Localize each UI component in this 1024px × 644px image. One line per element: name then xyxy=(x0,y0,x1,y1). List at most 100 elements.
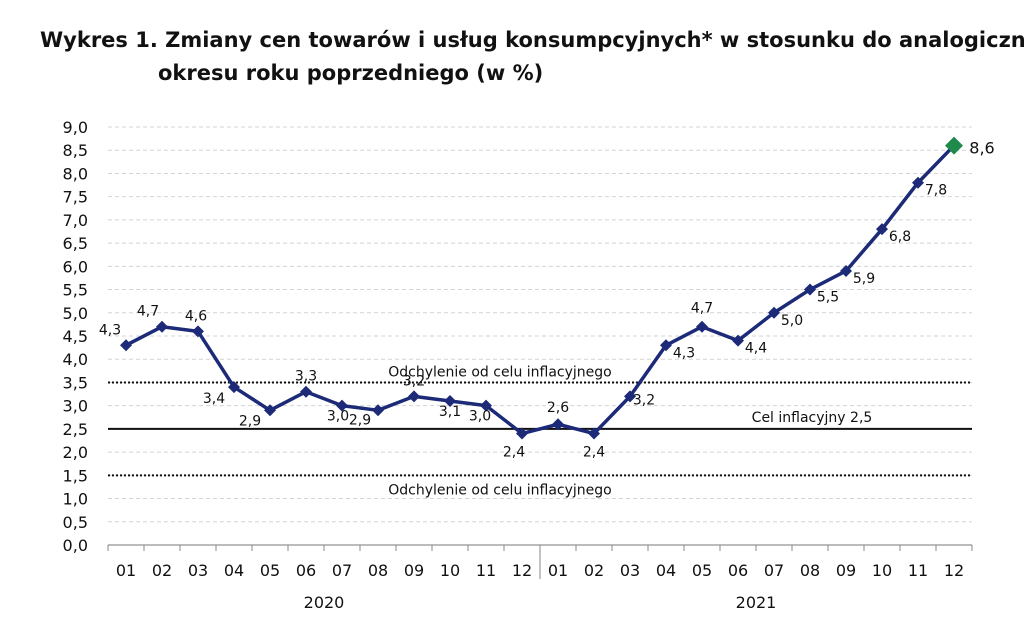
x-tick-label: 02 xyxy=(152,561,172,580)
x-tick-label: 10 xyxy=(440,561,460,580)
y-tick-label: 9,0 xyxy=(63,118,88,137)
data-label: 2,6 xyxy=(547,400,569,416)
y-tick-label: 6,0 xyxy=(63,257,88,276)
x-tick-label: 07 xyxy=(332,561,352,580)
data-point-marker xyxy=(840,264,852,277)
y-tick-label: 5,0 xyxy=(63,304,88,323)
data-point-marker xyxy=(372,404,384,417)
data-label: 4,6 xyxy=(185,308,207,324)
data-label: 4,3 xyxy=(99,322,121,338)
data-point-marker xyxy=(156,320,168,333)
x-tick-label: 06 xyxy=(728,561,748,580)
x-tick-label: 05 xyxy=(692,561,712,580)
x-tick-label: 12 xyxy=(944,561,964,580)
data-point-marker xyxy=(588,427,600,440)
data-point-marker xyxy=(696,320,708,333)
data-point-marker xyxy=(300,385,312,398)
y-tick-label: 4,5 xyxy=(63,327,88,346)
data-point-marker xyxy=(552,418,564,431)
y-tick-label: 8,5 xyxy=(63,141,88,160)
x-tick-label: 09 xyxy=(836,561,856,580)
data-label: 3,2 xyxy=(403,373,425,389)
data-label: 2,9 xyxy=(239,413,261,429)
x-tick-label: 07 xyxy=(764,561,784,580)
data-point-marker xyxy=(804,283,816,296)
y-tick-label: 7,0 xyxy=(63,211,88,230)
y-tick-label: 1,0 xyxy=(63,490,88,509)
data-label: 2,4 xyxy=(503,445,525,461)
data-label: 4,4 xyxy=(745,341,767,357)
x-tick-label: 06 xyxy=(296,561,316,580)
data-point-marker xyxy=(768,306,780,319)
data-point-marker xyxy=(912,176,924,189)
data-label: 5,0 xyxy=(781,313,803,329)
data-point-marker xyxy=(444,395,456,408)
data-label: 5,5 xyxy=(817,290,839,306)
x-tick-label: 03 xyxy=(620,561,640,580)
data-point-marker xyxy=(408,390,420,403)
year-label: 2020 xyxy=(304,593,345,612)
data-point-marker xyxy=(264,404,276,417)
y-tick-label: 8,0 xyxy=(63,164,88,183)
data-label: 4,3 xyxy=(673,345,695,361)
x-tick-label: 12 xyxy=(512,561,532,580)
data-label: 3,3 xyxy=(295,369,317,385)
data-label: 3,2 xyxy=(633,392,655,408)
data-point-marker xyxy=(192,325,204,338)
y-tick-label: 1,5 xyxy=(63,466,88,485)
data-point-marker xyxy=(336,399,348,412)
data-point-marker xyxy=(516,427,528,440)
data-label: 6,8 xyxy=(889,229,911,245)
y-tick-label: 2,0 xyxy=(63,443,88,462)
x-tick-label: 04 xyxy=(224,561,244,580)
chart-title-line-2: okresu roku poprzedniego (w %) xyxy=(158,61,544,85)
y-tick-label: 7,5 xyxy=(63,188,88,207)
x-tick-label: 05 xyxy=(260,561,280,580)
y-tick-label: 3,0 xyxy=(63,397,88,416)
data-label: 2,9 xyxy=(349,412,371,428)
x-tick-label: 04 xyxy=(656,561,676,580)
data-label: 4,7 xyxy=(137,304,159,320)
data-point-marker xyxy=(660,339,672,352)
x-tick-label: 10 xyxy=(872,561,892,580)
data-label: 2,4 xyxy=(583,445,605,461)
data-point-marker xyxy=(876,223,888,236)
data-label: 3,1 xyxy=(439,404,461,420)
data-label: 4,7 xyxy=(691,301,713,317)
data-point-marker xyxy=(945,136,963,155)
x-tick-label: 01 xyxy=(548,561,568,580)
y-tick-label: 6,5 xyxy=(63,234,88,253)
x-tick-label: 08 xyxy=(800,561,820,580)
data-point-marker xyxy=(624,390,636,403)
y-tick-label: 5,5 xyxy=(63,281,88,300)
y-tick-label: 0,5 xyxy=(63,513,88,532)
data-point-marker xyxy=(120,339,132,352)
data-label: 7,8 xyxy=(925,183,947,199)
data-label: 3,4 xyxy=(203,391,225,407)
data-point-marker xyxy=(228,381,240,394)
data-point-marker xyxy=(732,334,744,347)
data-point-marker xyxy=(480,399,492,412)
x-tick-label: 01 xyxy=(116,561,136,580)
y-tick-label: 2,5 xyxy=(63,420,88,439)
data-label: 3,0 xyxy=(469,409,491,425)
year-label: 2021 xyxy=(736,593,777,612)
y-tick-label: 4,0 xyxy=(63,350,88,369)
data-label: 5,9 xyxy=(853,271,875,287)
x-tick-label: 11 xyxy=(476,561,496,580)
reference-line-label: Cel inflacyjny 2,5 xyxy=(752,410,873,426)
x-tick-label: 02 xyxy=(584,561,604,580)
data-label: 8,6 xyxy=(969,139,994,158)
y-tick-label: 3,5 xyxy=(63,373,88,392)
reference-line-label: Odchylenie od celu inflacyjnego xyxy=(388,364,612,380)
data-label: 3,0 xyxy=(327,409,349,425)
x-tick-label: 09 xyxy=(404,561,424,580)
y-tick-label: 0,0 xyxy=(63,536,88,555)
series-line xyxy=(125,144,956,436)
x-tick-label: 11 xyxy=(908,561,928,580)
reference-line-label: Odchylenie od celu inflacyjnego xyxy=(388,482,612,498)
x-tick-label: 08 xyxy=(368,561,388,580)
chart-title-line-1: Wykres 1. Zmiany cen towarów i usług kon… xyxy=(40,28,1024,52)
x-tick-label: 03 xyxy=(188,561,208,580)
